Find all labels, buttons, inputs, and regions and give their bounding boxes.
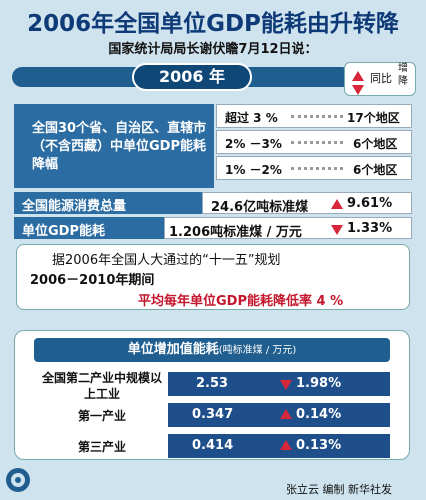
- chart-unit: (吨标准煤 / 万元): [218, 345, 297, 356]
- region-row: 超过 3 % 17个地区: [216, 104, 412, 128]
- dot-leader: [291, 115, 343, 119]
- plan-line1: 据2006年全国人大通过的“十一五”规划: [52, 253, 281, 268]
- region-label: 全国30个省、自治区、直辖市（不含西藏）中单位GDP能耗降幅: [32, 121, 207, 172]
- industry-change: 0.13%: [296, 438, 342, 453]
- energy-total-value: 24.6亿吨标准煤: [211, 200, 309, 215]
- gdp-energy-row: 1.206吨标准煤 / 万元 1.33%: [164, 217, 412, 240]
- plan-line3: 平均每年单位GDP能耗降低率 4 %: [138, 294, 344, 309]
- dot-leader: [291, 141, 343, 145]
- industry-value: 2.53: [196, 376, 229, 391]
- arrow-up-icon: [331, 198, 343, 212]
- industry-value-bar: 0.347 0.14%: [168, 403, 390, 427]
- industry-change: 0.14%: [296, 407, 342, 422]
- region-row: 2% －3% 6个地区: [216, 130, 412, 154]
- legend-up-icon: [352, 66, 364, 85]
- energy-total-row: 24.6亿吨标准煤 9.61%: [202, 192, 412, 215]
- plan-line2: 2006－2010年期间: [30, 273, 155, 288]
- region-row: 1% －2% 6个地区: [216, 156, 412, 180]
- region-count: 17个地区: [347, 111, 400, 125]
- industry-value: 0.414: [192, 438, 234, 453]
- region-range: 超过 3 %: [225, 111, 278, 125]
- region-block-bg: [14, 104, 214, 188]
- dot-leader: [291, 167, 343, 171]
- page-title: 2006年全国单位GDP能耗由升转降: [27, 11, 399, 37]
- chart-title: 单位增加值能耗: [127, 342, 219, 357]
- arrow-down-icon: [280, 379, 292, 394]
- legend-up-down: 增降: [398, 63, 408, 87]
- region-count: 6个地区: [353, 137, 398, 151]
- gdp-energy-value: 1.206吨标准煤 / 万元: [169, 225, 302, 240]
- credit: 张立云 编制 新华社发: [286, 483, 392, 496]
- panel-header: 单位增加值能耗(吨标准煤 / 万元): [34, 338, 390, 362]
- industry-category: 第三产业: [77, 440, 126, 454]
- legend-label: 同比: [370, 72, 392, 85]
- arrow-up-icon: [280, 408, 292, 423]
- gdp-energy-label: 单位GDP能耗: [14, 217, 164, 239]
- year-label: 2006 年: [132, 63, 252, 91]
- region-range: 2% －3%: [225, 137, 282, 151]
- industry-category: 第一产业: [77, 409, 126, 423]
- arrow-down-icon: [331, 224, 343, 238]
- arrow-up-icon: [280, 439, 292, 454]
- region-count: 6个地区: [353, 163, 398, 177]
- industry-value: 0.347: [192, 407, 234, 422]
- xinhua-logo-icon: [6, 468, 30, 492]
- industry-category: 全国第二产业中规模以上工业: [41, 371, 162, 401]
- energy-total-change: 9.61%: [347, 196, 393, 211]
- industry-change: 1.98%: [296, 376, 342, 391]
- plan-box: [16, 244, 410, 310]
- industry-value-bar: 2.53 1.98%: [168, 372, 390, 396]
- region-range: 1% －2%: [225, 163, 282, 177]
- legend-down-icon: [352, 80, 364, 99]
- energy-total-label: 全国能源消费总量: [14, 192, 202, 214]
- subtitle: 国家统计局局长谢伏瞻7月12日说：: [108, 42, 318, 57]
- industry-value-bar: 0.414 0.13%: [168, 434, 390, 458]
- gdp-energy-change: 1.33%: [347, 221, 393, 236]
